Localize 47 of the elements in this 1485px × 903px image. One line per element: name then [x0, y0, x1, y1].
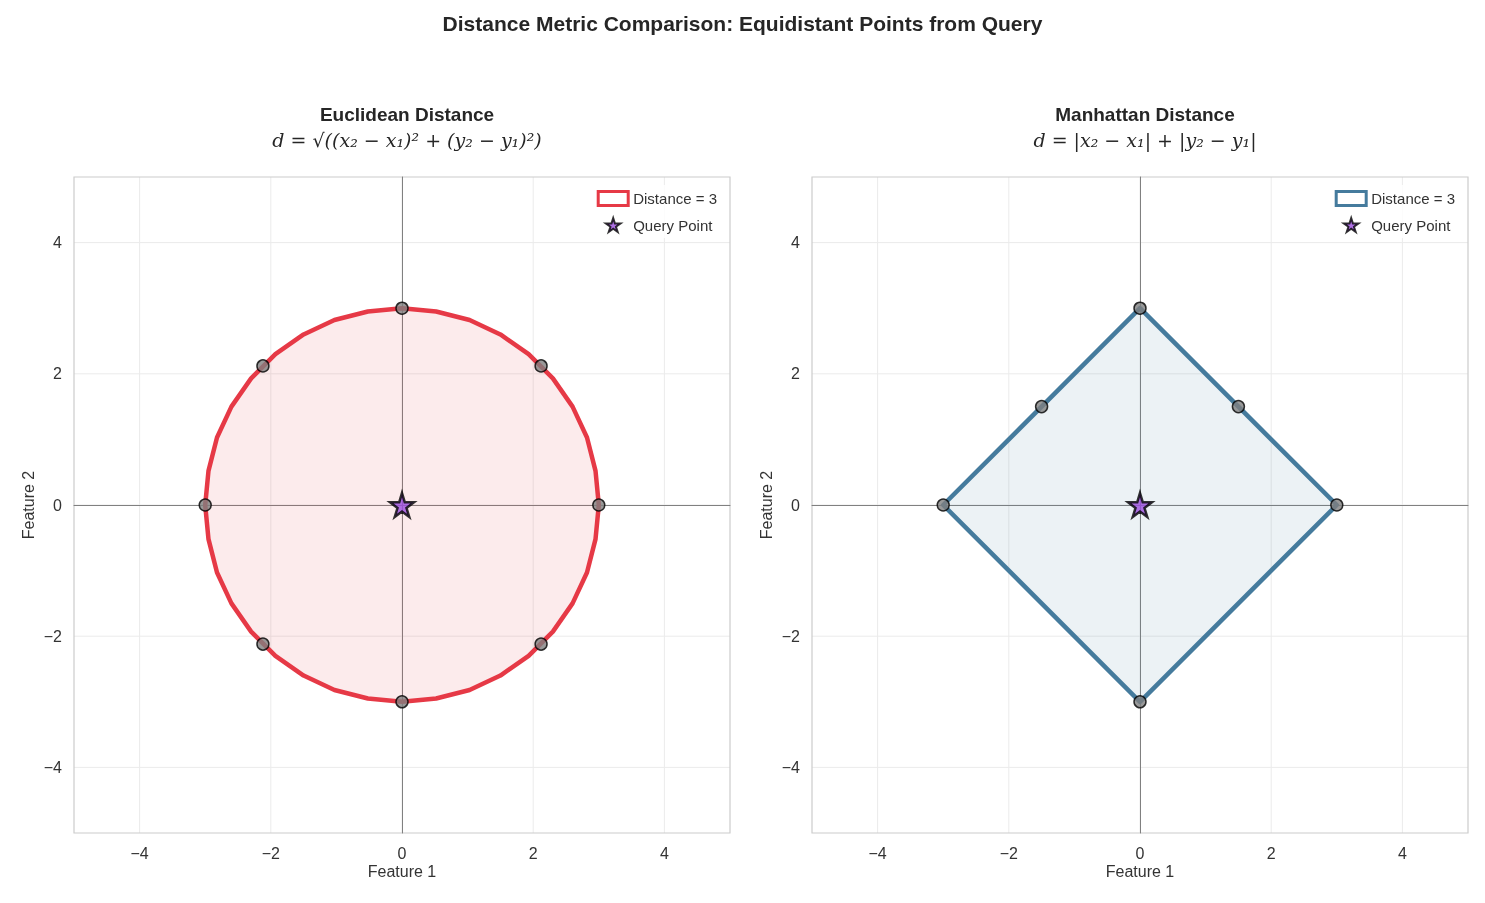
y-tick-label: 0 [53, 496, 63, 514]
point [395, 301, 409, 315]
y-tick-label: 2 [53, 365, 63, 383]
point [1231, 399, 1246, 414]
point [534, 359, 548, 373]
y-tick-label: −2 [781, 627, 801, 645]
point [256, 359, 270, 373]
y-axis-title: Feature 2 [757, 470, 775, 540]
x-tick-label: 2 [528, 844, 538, 862]
legend-label: Distance = 3 [1371, 190, 1455, 207]
point [592, 498, 606, 512]
point [1133, 301, 1147, 315]
point [395, 695, 409, 709]
chart-subtitle: d = |x₂ − x₁| + |y₂ − y₁| [1033, 128, 1257, 152]
x-axis-title: Feature 1 [1105, 862, 1175, 880]
point [256, 637, 270, 651]
chart-subtitle: d = √((x₂ − x₁)² + (y₂ − y₁)²) [272, 128, 542, 151]
chart-title: Euclidean Distance [319, 104, 495, 125]
point [1133, 695, 1147, 709]
x-tick-label: 4 [659, 844, 669, 862]
point [198, 498, 212, 512]
point [1034, 399, 1049, 414]
text: Distance Metric Comparison: Equidistant Points from Query [441, 12, 1044, 36]
y-tick-label: −4 [781, 758, 801, 776]
y-tick-label: 4 [53, 234, 63, 252]
x-tick-label: −4 [130, 844, 149, 862]
legend-label: Distance = 3 [633, 190, 717, 207]
y-tick-label: 0 [791, 496, 801, 514]
chart-title: Manhattan Distance [1055, 104, 1235, 125]
legend-label: Query Point [633, 216, 714, 234]
x-tick-label: −4 [868, 844, 887, 862]
point [534, 637, 548, 651]
x-axis-title: Feature 1 [367, 862, 437, 880]
x-tick-label: −2 [999, 844, 1019, 862]
x-tick-label: 0 [397, 844, 407, 862]
x-tick-label: 0 [1135, 844, 1145, 862]
legend-label: Query Point [1371, 216, 1452, 234]
y-tick-label: 2 [791, 365, 801, 383]
x-tick-label: −2 [261, 844, 281, 862]
x-tick-label: 4 [1397, 844, 1407, 862]
y-tick-label: −4 [43, 758, 63, 776]
y-tick-label: 4 [791, 234, 801, 252]
y-axis-title: Feature 2 [19, 470, 37, 540]
y-tick-label: −2 [43, 627, 63, 645]
point [1330, 498, 1344, 512]
x-tick-label: 2 [1266, 844, 1276, 862]
point [936, 498, 950, 512]
